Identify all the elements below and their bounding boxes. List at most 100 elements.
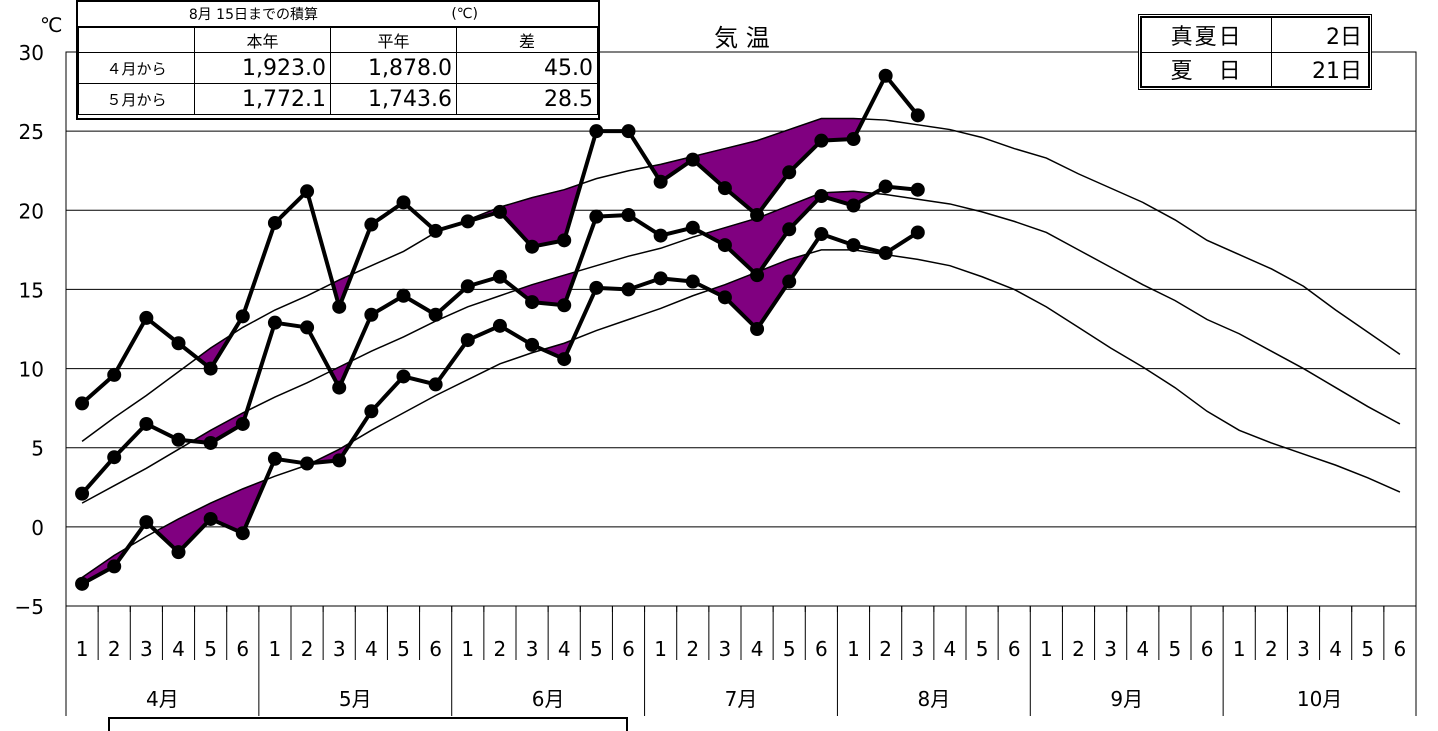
max-actual-point	[750, 208, 765, 223]
period-label: 4	[1329, 637, 1342, 661]
min-actual-point	[235, 526, 250, 541]
min-actual-point	[589, 280, 604, 295]
accum-column-headers: 本年 平年 差	[78, 27, 598, 53]
mean-actual-point	[332, 380, 347, 395]
max-actual-point	[557, 233, 572, 248]
max-actual-point	[171, 336, 186, 351]
period-label: 5	[397, 637, 410, 661]
mean-actual-point	[910, 182, 925, 197]
period-label: 5	[976, 637, 989, 661]
period-label: 1	[847, 637, 860, 661]
period-label: 4	[172, 637, 185, 661]
plot-frame	[65, 51, 1417, 607]
min-actual-point	[492, 318, 507, 333]
min-actual-point	[107, 559, 122, 574]
month-label: 6月	[532, 687, 565, 711]
y-tick-label: 5	[31, 437, 44, 461]
min-actual-point	[332, 453, 347, 468]
min-actual-point	[621, 282, 636, 297]
max-actual-point	[332, 299, 347, 314]
period-label: 5	[204, 637, 217, 661]
mean-actual-point	[557, 298, 572, 313]
min-actual-point	[910, 225, 925, 240]
min-actual-point	[428, 377, 443, 392]
period-label: 6	[1008, 637, 1021, 661]
summer-days-label: 夏 日	[1140, 51, 1273, 87]
max-actual-point	[525, 239, 540, 254]
chart-grid	[65, 51, 1417, 607]
max-actual-point	[428, 223, 443, 238]
mean-actual-point	[235, 416, 250, 431]
max-actual-point	[396, 195, 411, 210]
summer-days-row: 真夏日 2日	[1140, 17, 1369, 53]
period-label: 1	[1040, 637, 1053, 661]
mean-actual-point	[717, 238, 732, 253]
accum-row-label: ５月から	[78, 83, 195, 115]
period-label: 5	[1361, 637, 1374, 661]
period-label: 4	[944, 637, 957, 661]
max-actual-point	[589, 124, 604, 139]
y-tick-label: 15	[19, 278, 44, 302]
min-actual-point	[364, 404, 379, 419]
max-actual-point	[878, 68, 893, 83]
max-normal-line	[81, 117, 1401, 442]
accum-normal: 1,743.6	[330, 83, 457, 115]
min-actual-point	[300, 456, 315, 471]
min-actual-point	[75, 576, 90, 591]
accum-grid: 本年 平年 差 ４月から 1,923.0 1,878.0 45.0 ５月から 1…	[78, 27, 598, 115]
period-label: 4	[558, 637, 571, 661]
period-label: 3	[719, 637, 732, 661]
mean-actual-point	[846, 198, 861, 213]
period-label: 3	[333, 637, 346, 661]
period-label: 5	[590, 637, 603, 661]
mean-actual-point	[492, 269, 507, 284]
period-label: 1	[269, 637, 282, 661]
mean-actual-point	[267, 315, 282, 330]
max-actual-point	[364, 217, 379, 232]
max-actual-point	[75, 396, 90, 411]
max-actual-point	[492, 204, 507, 219]
accum-diff: 45.0	[456, 52, 598, 84]
period-label: 2	[879, 637, 892, 661]
max-actual-point	[235, 309, 250, 324]
period-label: 2	[686, 637, 699, 661]
bottom-frame	[108, 717, 628, 731]
accum-row: ４月から 1,923.0 1,878.0 45.0	[78, 52, 598, 84]
min-actual-point	[139, 515, 154, 530]
min-actual-point	[525, 337, 540, 352]
month-label: 9月	[1110, 687, 1143, 711]
period-label: 5	[783, 637, 796, 661]
period-label: 6	[236, 637, 249, 661]
accum-header-normal: 平年	[330, 27, 457, 53]
max-actual-point	[910, 108, 925, 123]
min-actual-point	[203, 511, 218, 526]
month-label: 4月	[146, 687, 179, 711]
min-actual-point	[814, 227, 829, 242]
y-tick-label: 0	[31, 516, 44, 540]
actual-lines	[75, 68, 925, 591]
summer-days-value: 2日	[1271, 17, 1369, 53]
summer-days-label: 真夏日	[1140, 17, 1273, 53]
mean-actual-point	[203, 435, 218, 450]
period-label: 1	[76, 637, 89, 661]
period-label: 6	[1394, 637, 1407, 661]
accum-header-this-year: 本年	[194, 27, 331, 53]
max-actual-point	[300, 184, 315, 199]
period-label: 3	[526, 637, 539, 661]
chart-title: 気 温	[714, 24, 770, 52]
mean-actual-point	[300, 320, 315, 335]
mean-actual-point	[428, 307, 443, 322]
period-label: 3	[1297, 637, 1310, 661]
period-label: 5	[1169, 637, 1182, 661]
mean-actual-point	[75, 486, 90, 501]
accum-unit: (℃)	[451, 6, 478, 22]
min-actual-point	[267, 451, 282, 466]
period-label: 3	[1104, 637, 1117, 661]
y-tick-label: 20	[19, 199, 44, 223]
accum-this-year: 1,772.1	[194, 83, 331, 115]
deficit-fills	[81, 117, 876, 585]
period-label: 1	[461, 637, 474, 661]
period-label: 2	[494, 637, 507, 661]
min-actual-point	[878, 246, 893, 261]
mean-actual-point	[750, 268, 765, 283]
